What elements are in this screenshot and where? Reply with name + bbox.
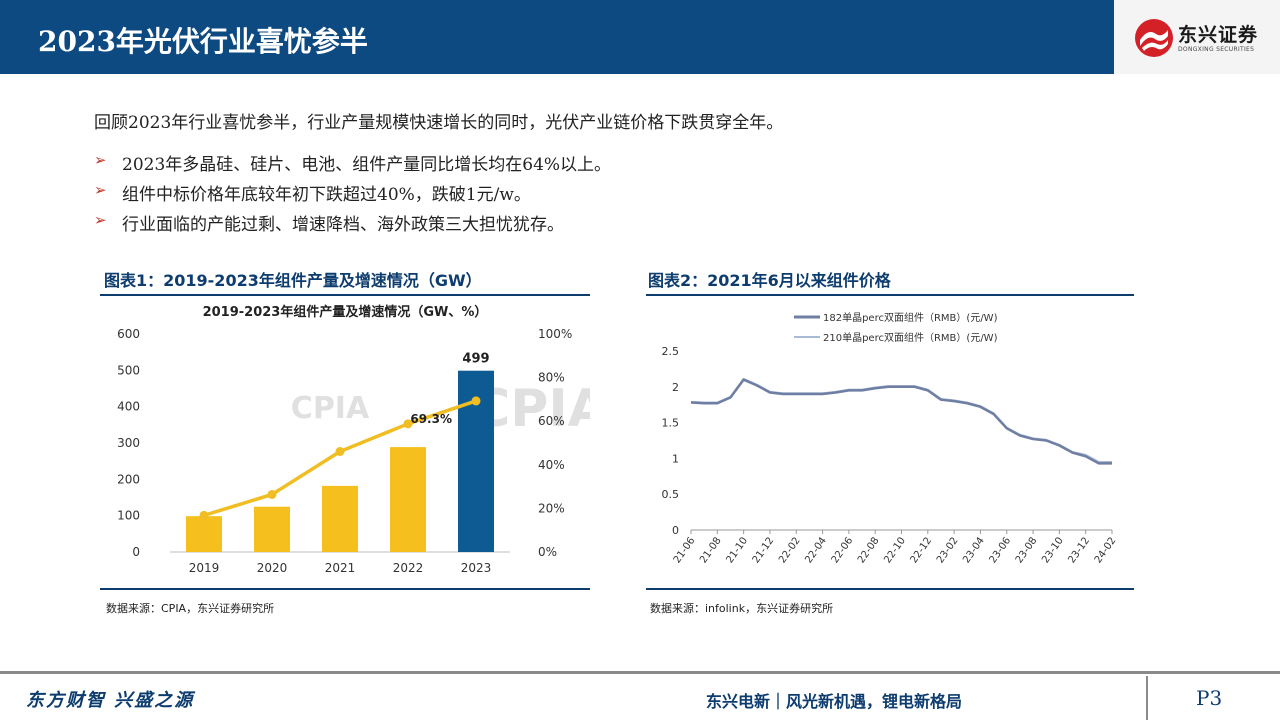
y-left-tick-label: 600 [117, 327, 140, 341]
chart2-top-rule [646, 294, 1134, 296]
bar-value-label: 499 [462, 352, 489, 367]
y-right-tick-label: 20% [538, 501, 565, 515]
chart1-panel-title: 图表1：2019-2023年组件产量及增速情况（GW） [104, 271, 482, 290]
y-right-tick-label: 100% [538, 327, 572, 341]
x-tick-label: 23-12 [1066, 535, 1092, 565]
x-tick-label: 22-06 [830, 535, 856, 565]
growth-point [403, 419, 413, 429]
bar-production [322, 485, 358, 552]
x-tick-label: 2023 [461, 561, 492, 575]
growth-value-label: 69.3% [410, 412, 452, 426]
y-tick-label: 1.5 [662, 417, 680, 430]
bullet-arrow-icon: ➢ [94, 181, 107, 199]
x-tick-label: 23-04 [961, 535, 987, 565]
x-tick-label: 2019 [189, 561, 220, 575]
bullet-arrow-icon: ➢ [94, 211, 107, 229]
x-tick-label: 21-08 [698, 535, 724, 565]
bullet-text: 2023年多晶硅、硅片、电池、组件产量同比增长均在64%以上。 [122, 155, 612, 175]
y-right-tick-label: 80% [538, 371, 565, 385]
price-line [690, 378, 1112, 465]
logo-mark-icon [1135, 19, 1173, 57]
legend-label: 210单晶perc双面组件（RMB）(元/W) [823, 331, 998, 344]
y-left-tick-label: 300 [117, 436, 140, 450]
x-tick-label: 22-08 [856, 535, 882, 565]
chart2-panel-title: 图表2：2021年6月以来组件价格 [648, 271, 891, 290]
y-right-tick-label: 0% [538, 545, 557, 559]
y-left-tick-label: 500 [117, 363, 140, 377]
x-tick-label: 24-02 [1093, 535, 1119, 565]
bar-production [186, 516, 222, 552]
y-tick-label: 2.5 [662, 345, 680, 358]
footer-slogan: 东方财智 兴盛之源 [26, 690, 195, 711]
y-tick-label: 1 [672, 452, 679, 465]
growth-point [335, 447, 345, 457]
bullet-arrow-icon: ➢ [94, 151, 107, 169]
y-right-tick-label: 40% [538, 458, 565, 472]
y-left-tick-label: 100 [117, 509, 140, 523]
x-tick-label: 21-06 [672, 535, 698, 565]
bullet-text: 组件中标价格年底较年初下跌超过40%，跌破1元/w。 [122, 185, 531, 205]
x-tick-label: 22-04 [803, 535, 829, 565]
header-bar: 2023年光伏行业喜忧参半 [0, 0, 1114, 74]
chart1-production-growth: 2019-2023年组件产量及增速情况（GW、%）CPIA CPIA0100200… [117, 304, 590, 575]
x-tick-label: 23-06 [988, 535, 1014, 565]
x-tick-label: 22-10 [882, 535, 908, 565]
chart2-source: 数据来源：infolink，东兴证券研究所 [650, 602, 834, 615]
x-tick-label: 2022 [393, 561, 424, 575]
x-tick-label: 2020 [257, 561, 288, 575]
footer-series-title: 东兴电新｜风光新机遇，锂电新格局 [706, 692, 963, 711]
x-tick-label: 21-10 [724, 535, 750, 565]
y-left-tick-label: 0 [132, 545, 140, 559]
y-left-tick-label: 400 [117, 400, 140, 414]
y-right-tick-label: 60% [538, 414, 565, 428]
legend-label: 182单晶perc双面组件（RMB）(元/W) [823, 311, 998, 324]
growth-point [471, 396, 481, 406]
chart2-bottom-rule [646, 588, 1134, 590]
chart1-watermark: CPIA [291, 391, 370, 426]
intro-text: 回顾2023年行业喜忧参半，行业产量规模快速增长的同时，光伏产业链价格下跌贯穿全… [94, 113, 784, 133]
y-tick-label: 2 [672, 381, 679, 394]
x-tick-label: 23-02 [935, 535, 961, 565]
x-tick-label: 23-10 [1040, 535, 1066, 565]
chart1-bottom-rule [100, 588, 590, 590]
brand-logo: 东兴证券 DONGXING SECURITIES [1114, 0, 1280, 74]
growth-point [267, 489, 277, 499]
y-tick-label: 0 [672, 524, 679, 537]
bar-production [390, 447, 426, 552]
y-left-tick-label: 200 [117, 472, 140, 486]
chart1-title: 2019-2023年组件产量及增速情况（GW、%） [203, 304, 488, 320]
x-tick-label: 23-08 [1014, 535, 1040, 565]
growth-point [199, 510, 209, 520]
price-line [690, 377, 1112, 463]
logo-subtext: DONGXING SECURITIES [1178, 46, 1255, 53]
logo-text: 东兴证券 [1178, 24, 1259, 46]
x-tick-label: 22-02 [777, 535, 803, 565]
x-tick-label: 21-12 [751, 535, 777, 565]
bullet-text: 行业面临的产能过剩、增速降档、海外政策三大担忧犹存。 [122, 215, 564, 235]
x-tick-label: 2021 [325, 561, 356, 575]
page-number: P3 [1196, 686, 1223, 710]
page-title: 2023年光伏行业喜忧参半 [38, 25, 368, 58]
chart1-top-rule [100, 294, 590, 296]
chart2-module-price: 182单晶perc双面组件（RMB）(元/W) 210单晶perc双面组件（RMB… [662, 311, 1119, 566]
footer-separator [1146, 676, 1148, 720]
bar-production [254, 506, 290, 552]
y-tick-label: 0.5 [662, 488, 680, 501]
footer-divider [0, 671, 1280, 674]
x-tick-label: 22-12 [909, 535, 935, 565]
chart1-source: 数据来源：CPIA，东兴证券研究所 [106, 602, 275, 615]
